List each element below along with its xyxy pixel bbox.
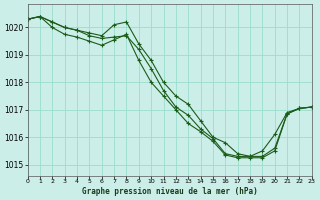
X-axis label: Graphe pression niveau de la mer (hPa): Graphe pression niveau de la mer (hPa) [82,187,258,196]
